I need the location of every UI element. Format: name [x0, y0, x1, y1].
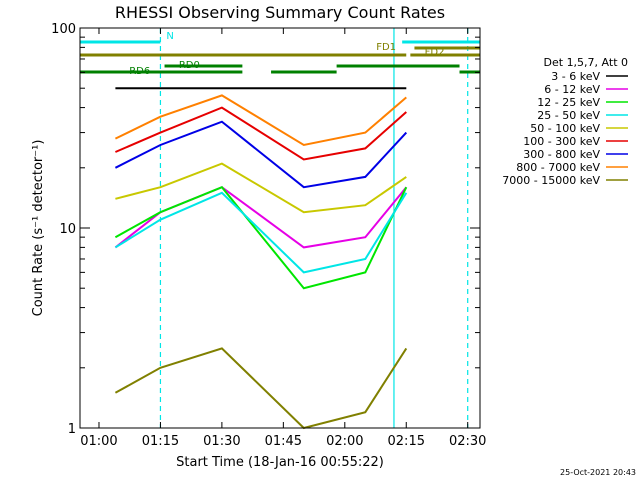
- legend-title: Det 1,5,7, Att 0: [544, 56, 628, 69]
- timestamp: 25-Oct-2021 20:43: [560, 468, 636, 477]
- legend-entry-label: 800 - 7000 keV: [516, 161, 600, 174]
- legend-entry-label: 7000 - 15000 keV: [502, 174, 600, 187]
- series-line: [114, 120, 408, 189]
- legend-entry-label: 100 - 300 keV: [523, 135, 600, 148]
- plot-area: NFD1FD2RD0RD6: [80, 28, 480, 430]
- legend-entry-label: 12 - 25 keV: [537, 96, 600, 109]
- legend-entry-label: 25 - 50 keV: [537, 109, 600, 122]
- x-tick-label: 02:30: [449, 434, 486, 449]
- series-line: [115, 106, 407, 161]
- legend-entry-label: 3 - 6 keV: [551, 70, 600, 83]
- legend-entry-label: 300 - 800 keV: [523, 148, 600, 161]
- x-tick-label: 01:15: [142, 434, 179, 449]
- flag-bar-label: N: [166, 31, 173, 42]
- x-tick-label: 02:00: [326, 434, 363, 449]
- y-axis-label: Count Rate (s⁻¹ detector⁻¹): [31, 140, 46, 317]
- legend-entry-label: 50 - 100 keV: [530, 122, 600, 135]
- chart-title: RHESSI Observing Summary Count Rates: [115, 3, 445, 22]
- series-line: [114, 347, 408, 430]
- flag-bar-label: RD6: [129, 66, 150, 77]
- flag-bar-label: FD1: [376, 42, 396, 53]
- flag-bar-label: FD2: [425, 47, 445, 58]
- series-line: [115, 162, 407, 214]
- series-line: [114, 191, 408, 274]
- x-tick-label: 01:00: [80, 434, 117, 449]
- y-tick-label: 1: [68, 422, 76, 437]
- legend-entry-label: 6 - 12 keV: [544, 83, 600, 96]
- series-line: [114, 94, 407, 147]
- y-tick-label: 100: [51, 22, 76, 37]
- series-line: [114, 186, 408, 249]
- x-tick-label: 01:30: [203, 434, 240, 449]
- x-tick-label: 02:15: [388, 434, 425, 449]
- x-axis-label: Start Time (18-Jan-16 00:55:22): [176, 455, 384, 470]
- series-line: [114, 185, 408, 290]
- x-tick-label: 01:45: [265, 434, 302, 449]
- y-tick-label: 10: [59, 222, 76, 237]
- axes-frame: 01:00 01:15 01:30 01:45 02:00 02:15 02:30 1 10 10…: [51, 22, 486, 449]
